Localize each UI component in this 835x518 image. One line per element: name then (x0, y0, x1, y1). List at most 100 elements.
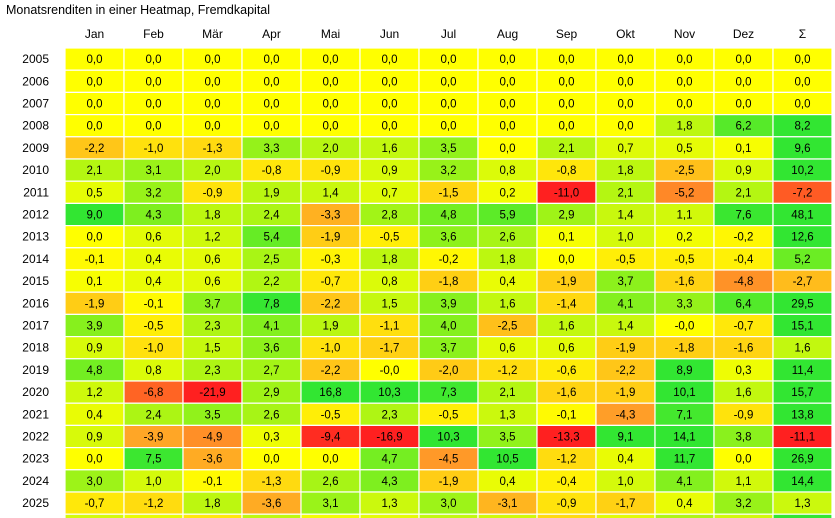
cell-value: 0,4 (677, 498, 694, 510)
cell-value: 1,3 (382, 498, 398, 510)
cell-value: 3,0 (441, 498, 457, 510)
cell-value: 0,4 (500, 276, 517, 288)
cell-value: 0,0 (323, 99, 339, 111)
cell-value: 0,0 (87, 232, 103, 244)
cell-value: 0,0 (677, 99, 693, 111)
cell-value: 2,0 (323, 143, 339, 155)
row-label: 2020 (22, 385, 49, 399)
cell-value: 0,0 (736, 99, 752, 111)
row-label: 2019 (22, 363, 49, 377)
cell-value: 4,1 (264, 321, 280, 333)
cell-value: 1,8 (205, 210, 221, 222)
cell-value: 0,0 (205, 76, 221, 88)
cell-value: 2,1 (500, 387, 516, 399)
row-label: 2017 (22, 319, 49, 333)
column-header: Jul (441, 27, 456, 41)
cell-value: 0,0 (264, 99, 280, 111)
cell-value: 3,5 (205, 409, 221, 421)
row-label: 2010 (22, 163, 49, 177)
cell-value: 0,9 (382, 165, 398, 177)
column-header: Aug (497, 27, 518, 41)
cell-value: 8,9 (677, 365, 693, 377)
cell-value: 2,3 (382, 409, 398, 421)
row-label: 2022 (22, 430, 49, 444)
cell-value: 0,0 (146, 99, 162, 111)
cell-value: 14,1 (673, 432, 695, 444)
cell-value: 0,5 (87, 187, 103, 199)
cell-value: -0,1 (144, 298, 164, 310)
cell-value: 0,0 (264, 54, 280, 66)
cell-value: 0,0 (323, 454, 339, 466)
cell-value: 5,4 (264, 232, 281, 244)
cell-value: 3,3 (677, 298, 693, 310)
column-header: Jan (85, 27, 104, 41)
cell-value: 3,7 (441, 343, 457, 355)
cell-value: 0,2 (500, 187, 516, 199)
heatmap-cell (536, 513, 597, 518)
row-label: 2021 (22, 407, 49, 421)
cell-value: 0,0 (618, 76, 634, 88)
cell-value: 9,1 (618, 432, 634, 444)
cell-value: 1,4 (618, 321, 635, 333)
cell-value: 9,6 (795, 143, 811, 155)
cell-value: 0,9 (736, 165, 752, 177)
cell-value: 2,2 (264, 276, 280, 288)
cell-value: 0,0 (441, 54, 457, 66)
cell-value: -3,9 (144, 432, 164, 444)
cell-value: 3,7 (618, 276, 634, 288)
cell-value: 3,1 (146, 165, 162, 177)
cell-value: 4,0 (441, 321, 457, 333)
cell-value: 3,6 (264, 343, 280, 355)
cell-value: 3,9 (441, 298, 457, 310)
row-label: 2009 (22, 141, 49, 155)
cell-value: -1,7 (616, 498, 636, 510)
cell-value: 1,9 (264, 187, 280, 199)
cell-value: 0,6 (205, 276, 221, 288)
cell-value: 0,8 (500, 165, 516, 177)
cell-value: 7,6 (736, 210, 752, 222)
cell-value: -3,3 (321, 210, 341, 222)
cell-value: 0,0 (500, 99, 516, 111)
cell-value: -0,9 (734, 409, 754, 421)
cell-value: 7,5 (146, 454, 162, 466)
cell-value: 10,1 (673, 387, 695, 399)
cell-value: -1,8 (675, 343, 695, 355)
cell-value: -9,4 (321, 432, 341, 444)
cell-value: -1,9 (321, 232, 341, 244)
cell-value: 0,0 (264, 76, 280, 88)
cell-value: 10,5 (496, 454, 518, 466)
cell-value: 2,1 (87, 165, 103, 177)
cell-value: -0,0 (675, 321, 695, 333)
column-header: Feb (143, 27, 164, 41)
cell-value: 0,0 (736, 454, 752, 466)
cell-value: 0,0 (677, 76, 693, 88)
cell-value: 0,1 (87, 276, 103, 288)
cell-value: 0,4 (87, 409, 104, 421)
cell-value: -1,0 (144, 143, 164, 155)
row-label: 2023 (22, 452, 49, 466)
cell-value: -4,3 (616, 409, 636, 421)
cell-value: 2,1 (736, 187, 752, 199)
cell-value: 0,1 (559, 232, 575, 244)
cell-value: 11,4 (792, 365, 814, 377)
cell-value: 0,0 (382, 76, 398, 88)
cell-value: 1,8 (677, 121, 693, 133)
row-label: 2015 (22, 274, 49, 288)
heatmap-cell (300, 513, 361, 518)
cell-value: 0,0 (795, 76, 811, 88)
cell-value: 0,0 (795, 99, 811, 111)
cell-value: 1,4 (618, 210, 635, 222)
cell-value: 48,1 (791, 210, 813, 222)
cell-value: 0,0 (618, 99, 634, 111)
cell-value: 0,0 (382, 99, 398, 111)
cell-value: -2,5 (498, 321, 518, 333)
cell-value: 2,5 (264, 254, 280, 266)
cell-value: 2,6 (500, 232, 516, 244)
cell-value: -1,2 (144, 498, 164, 510)
row-label: 2006 (22, 74, 49, 88)
cell-value: 4,3 (146, 210, 162, 222)
cell-value: 0,0 (736, 54, 752, 66)
column-header: Sep (556, 27, 578, 41)
column-header: Nov (674, 27, 695, 41)
